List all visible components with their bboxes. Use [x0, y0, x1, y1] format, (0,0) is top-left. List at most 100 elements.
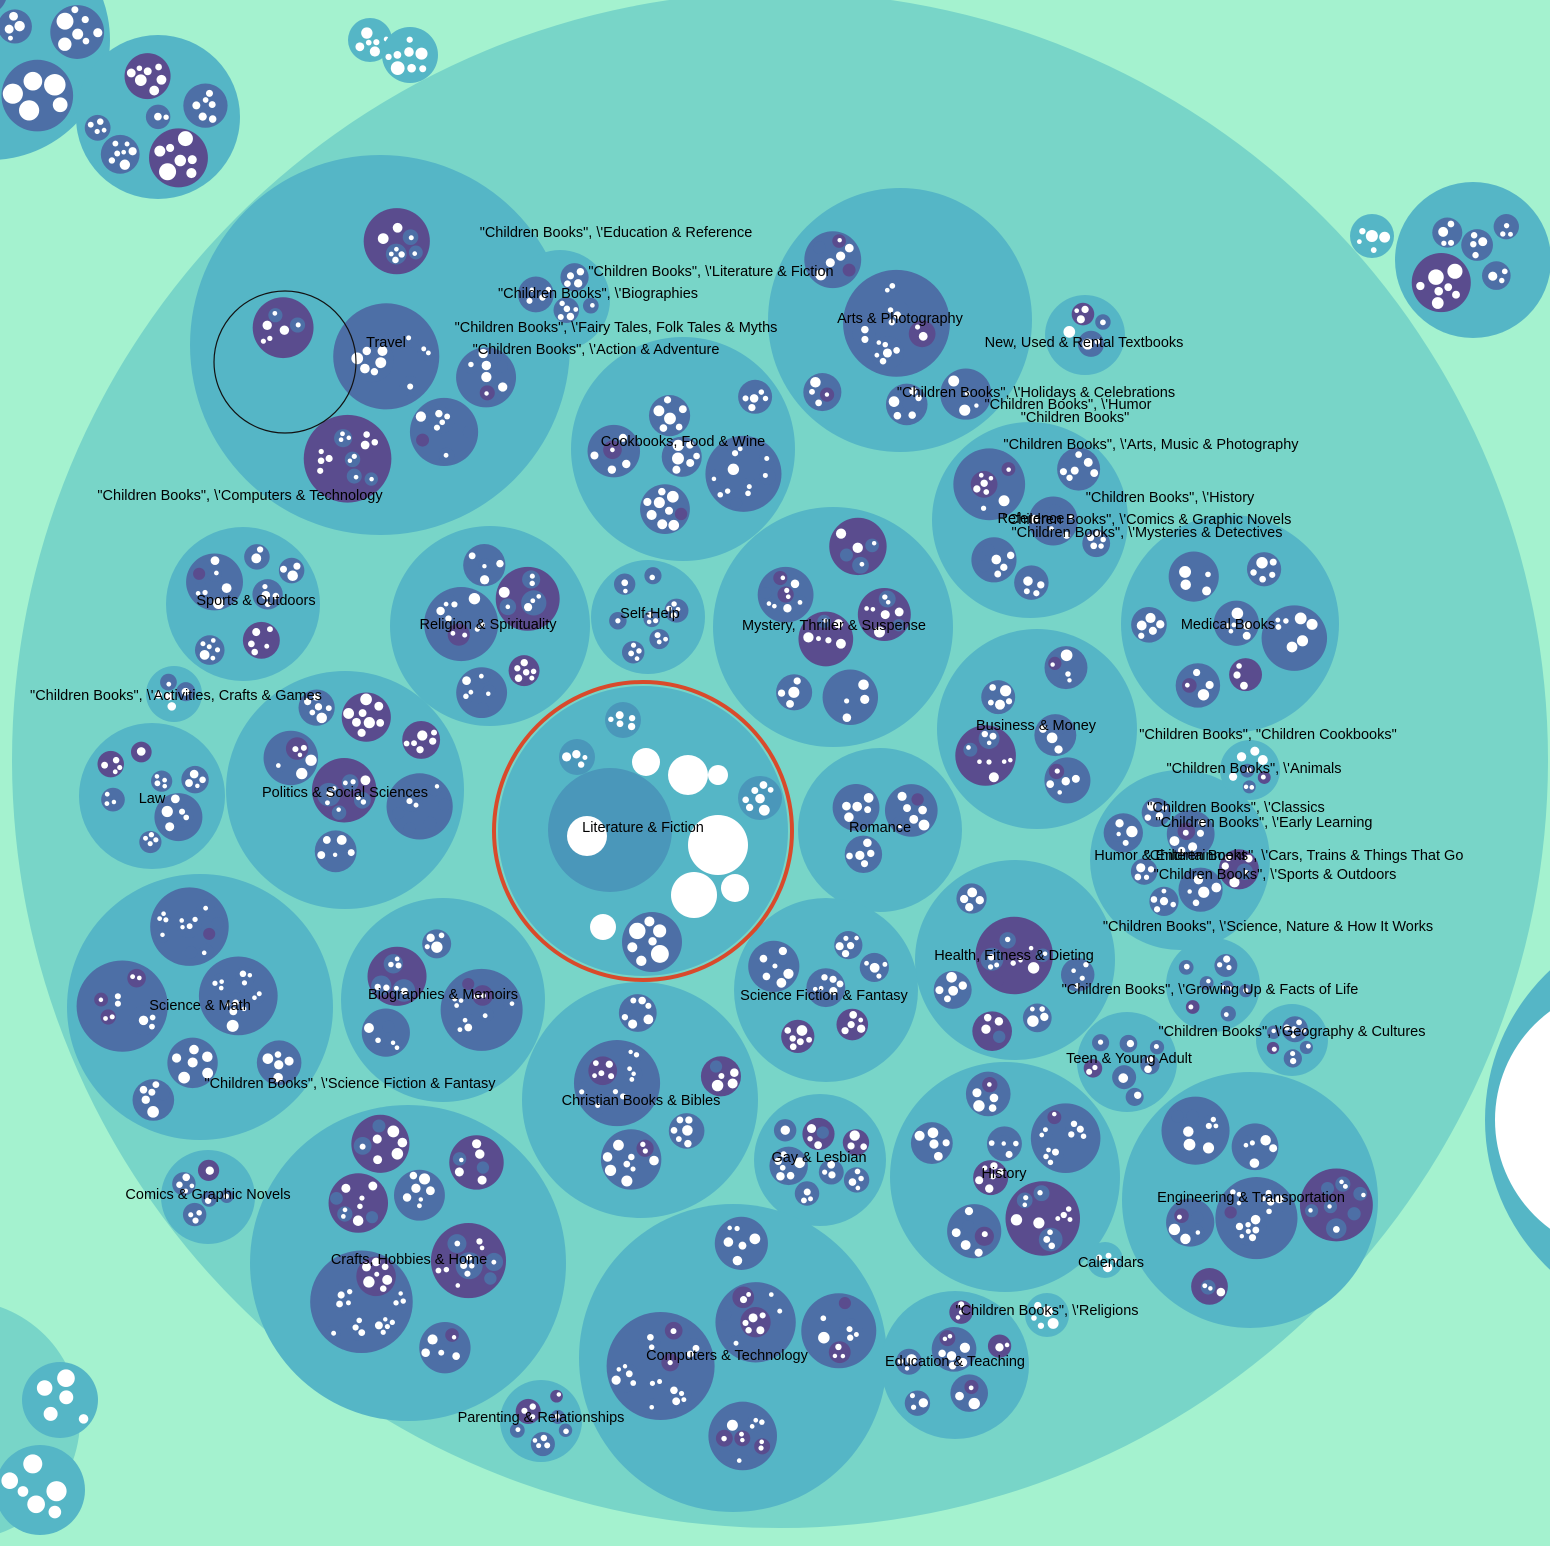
leaf-circle[interactable]	[260, 338, 266, 344]
leaf-circle[interactable]	[352, 1215, 364, 1226]
leaf-circle[interactable]	[296, 767, 308, 780]
leaf-circle[interactable]	[1112, 1257, 1118, 1263]
leaf-circle[interactable]	[958, 981, 967, 990]
leaf-circle[interactable]	[1452, 290, 1460, 299]
leaf-circle[interactable]	[1029, 514, 1039, 524]
leaf-circle[interactable]	[1161, 888, 1167, 894]
leaf-circle[interactable]	[876, 340, 882, 345]
leaf-circle[interactable]	[746, 484, 752, 490]
leaf-circle[interactable]	[1444, 283, 1453, 292]
leaf-circle[interactable]	[786, 699, 794, 708]
leaf-circle[interactable]	[968, 1385, 974, 1391]
leaf-circle[interactable]	[672, 465, 681, 474]
leaf-circle[interactable]	[248, 640, 255, 648]
leaf-circle[interactable]	[1177, 846, 1186, 855]
leaf-circle[interactable]	[1059, 468, 1067, 476]
leaf-circle[interactable]	[989, 1173, 996, 1180]
leaf-circle[interactable]	[948, 985, 959, 996]
leaf-circle[interactable]	[686, 458, 695, 467]
leaf-circle[interactable]	[337, 1291, 345, 1299]
leaf-circle[interactable]	[1231, 607, 1244, 620]
node-circle[interactable]	[1461, 229, 1494, 261]
leaf-circle[interactable]	[867, 849, 875, 858]
node-circle[interactable]	[674, 507, 688, 521]
leaf-circle[interactable]	[1028, 945, 1034, 951]
leaf-circle[interactable]	[721, 1435, 727, 1442]
leaf-circle[interactable]	[623, 1160, 631, 1168]
leaf-circle[interactable]	[668, 755, 708, 795]
node-circle[interactable]	[192, 582, 212, 601]
leaf-circle[interactable]	[994, 1017, 1004, 1026]
leaf-circle[interactable]	[818, 1331, 830, 1344]
leaf-circle[interactable]	[195, 591, 201, 596]
leaf-circle[interactable]	[264, 643, 270, 649]
leaf-circle[interactable]	[1249, 785, 1255, 790]
leaf-circle[interactable]	[532, 1438, 538, 1443]
leaf-circle[interactable]	[1176, 1214, 1182, 1220]
leaf-circle[interactable]	[109, 1014, 115, 1020]
leaf-circle[interactable]	[847, 1142, 855, 1150]
leaf-circle[interactable]	[444, 413, 451, 420]
leaf-circle[interactable]	[472, 1139, 482, 1149]
leaf-circle[interactable]	[1115, 819, 1124, 828]
leaf-circle[interactable]	[981, 730, 989, 738]
leaf-circle[interactable]	[149, 85, 160, 96]
leaf-circle[interactable]	[653, 618, 659, 624]
leaf-circle[interactable]	[340, 1214, 346, 1219]
leaf-circle[interactable]	[363, 431, 370, 438]
leaf-circle[interactable]	[114, 150, 121, 157]
node-circle[interactable]	[708, 469, 723, 484]
leaf-circle[interactable]	[562, 752, 572, 762]
node-circle[interactable]	[1061, 510, 1077, 525]
leaf-circle[interactable]	[986, 740, 992, 746]
leaf-circle[interactable]	[849, 1130, 860, 1141]
leaf-circle[interactable]	[854, 935, 859, 941]
leaf-circle[interactable]	[384, 1324, 390, 1330]
leaf-circle[interactable]	[630, 997, 637, 1004]
leaf-circle[interactable]	[678, 405, 687, 414]
leaf-circle[interactable]	[841, 949, 850, 958]
leaf-circle[interactable]	[1042, 1305, 1054, 1317]
leaf-circle[interactable]	[1283, 618, 1289, 624]
leaf-circle[interactable]	[361, 1262, 371, 1272]
leaf-circle[interactable]	[824, 392, 830, 397]
leaf-circle[interactable]	[1243, 987, 1249, 994]
leaf-circle[interactable]	[649, 574, 655, 581]
leaf-circle[interactable]	[1305, 1043, 1311, 1049]
leaf-circle[interactable]	[759, 1439, 765, 1445]
node-circle[interactable]	[1047, 1110, 1062, 1125]
leaf-circle[interactable]	[23, 1454, 43, 1474]
leaf-circle[interactable]	[520, 658, 528, 667]
leaf-circle[interactable]	[1100, 319, 1106, 326]
leaf-circle[interactable]	[730, 1068, 739, 1077]
leaf-circle[interactable]	[933, 1151, 943, 1161]
leaf-circle[interactable]	[342, 780, 348, 786]
leaf-circle[interactable]	[163, 917, 169, 923]
leaf-circle[interactable]	[415, 47, 428, 60]
leaf-circle[interactable]	[915, 394, 922, 402]
leaf-circle[interactable]	[189, 1044, 199, 1055]
leaf-circle[interactable]	[1179, 565, 1192, 578]
leaf-circle[interactable]	[893, 311, 902, 319]
leaf-circle[interactable]	[156, 74, 167, 85]
leaf-circle[interactable]	[514, 674, 523, 682]
leaf-circle[interactable]	[739, 1431, 744, 1437]
leaf-circle[interactable]	[1169, 836, 1180, 846]
leaf-circle[interactable]	[1187, 842, 1198, 852]
node-circle[interactable]	[1048, 656, 1062, 670]
leaf-circle[interactable]	[170, 794, 180, 804]
leaf-circle[interactable]	[1145, 612, 1156, 624]
leaf-circle[interactable]	[1168, 1223, 1181, 1236]
leaf-circle[interactable]	[394, 1045, 400, 1050]
leaf-circle[interactable]	[627, 942, 638, 953]
leaf-circle[interactable]	[556, 1392, 562, 1397]
leaf-circle[interactable]	[355, 795, 361, 801]
leaf-circle[interactable]	[374, 1271, 380, 1277]
leaf-circle[interactable]	[734, 1225, 740, 1232]
leaf-circle[interactable]	[1148, 626, 1157, 635]
leaf-circle[interactable]	[608, 716, 614, 723]
leaf-circle[interactable]	[174, 154, 187, 167]
leaf-circle[interactable]	[178, 1071, 190, 1084]
leaf-circle[interactable]	[717, 491, 724, 498]
leaf-circle[interactable]	[1266, 1198, 1275, 1206]
